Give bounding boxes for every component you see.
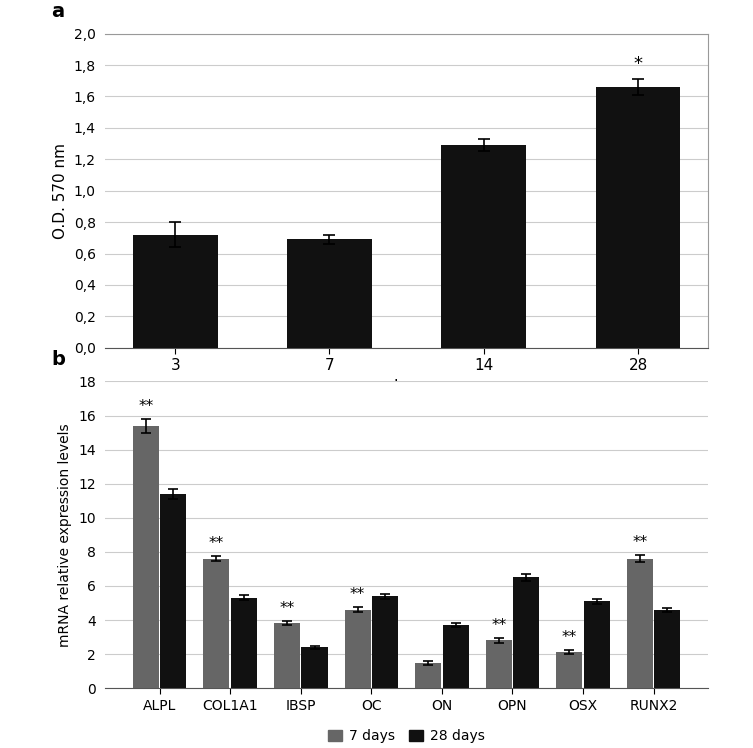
Text: **: ** [633,535,648,551]
Text: **: ** [491,618,506,633]
Bar [514,577,539,688]
Text: b: b [51,350,65,370]
Bar [274,623,300,688]
Bar [372,596,398,688]
Bar [596,87,681,348]
Bar [486,640,512,688]
Bar [584,601,610,688]
Text: **: ** [562,631,577,646]
Bar [160,494,187,688]
Text: a: a [51,2,64,21]
Text: **: ** [350,587,365,602]
Bar [203,559,230,688]
Bar [345,610,370,688]
Bar [301,647,328,688]
Bar [415,663,441,688]
Text: **: ** [209,536,224,551]
Y-axis label: mRNA relative expression levels: mRNA relative expression levels [59,423,72,646]
X-axis label: days: days [387,378,426,396]
Bar [626,559,653,688]
Bar [231,598,257,688]
Bar [287,239,372,348]
Y-axis label: O.D. 570 nm: O.D. 570 nm [53,143,68,239]
Bar [556,652,582,688]
Bar [133,426,159,688]
Legend: 7 days, 28 days: 7 days, 28 days [323,723,490,748]
Bar [443,625,468,688]
Text: **: ** [279,601,294,616]
Text: **: ** [139,399,154,414]
Bar [441,145,526,348]
Bar [133,235,218,348]
Bar [654,610,681,688]
Text: *: * [633,55,642,73]
